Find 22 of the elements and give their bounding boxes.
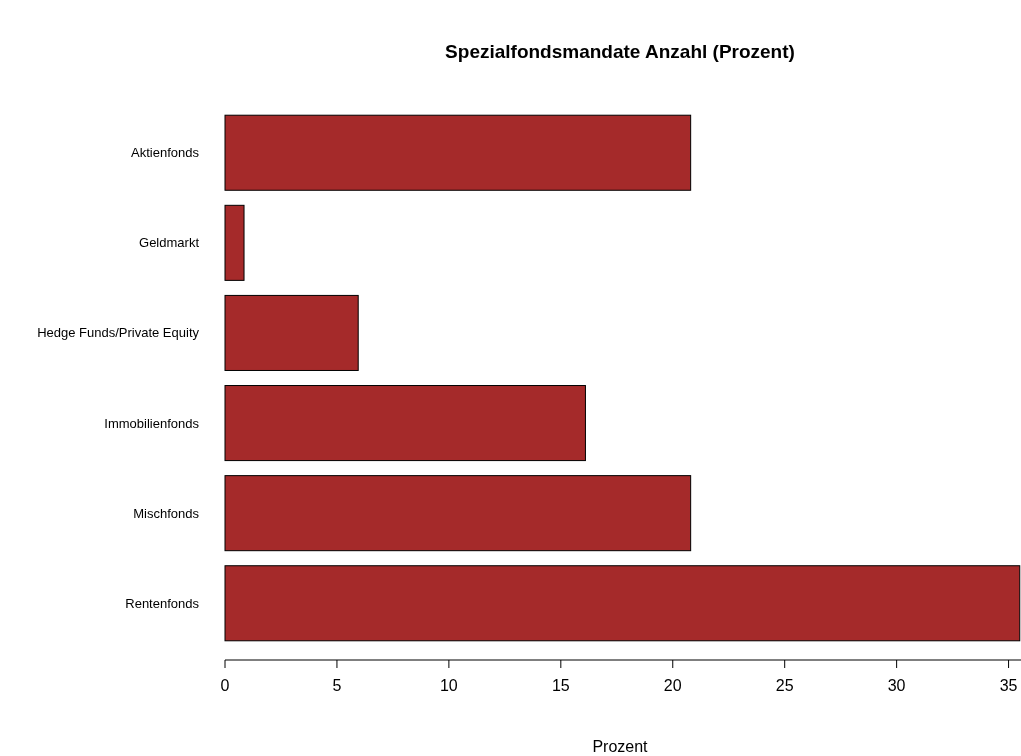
y-tick-label: Mischfonds xyxy=(133,505,200,521)
bar xyxy=(224,204,245,281)
bar xyxy=(224,475,692,552)
y-tick-label: Hedge Funds/Private Equity xyxy=(37,325,200,341)
chart-title: Spezialfondsmandate Anzahl (Prozent) xyxy=(445,41,795,62)
x-tick-label: 15 xyxy=(551,677,570,694)
x-tick-label: 35 xyxy=(999,677,1018,694)
bar xyxy=(224,385,586,462)
x-tick-label: 10 xyxy=(439,677,458,694)
x-tick-label: 5 xyxy=(332,677,342,694)
y-tick-label: Rentenfonds xyxy=(125,595,200,611)
y-tick-label: Geldmarkt xyxy=(139,235,200,251)
bar xyxy=(224,294,359,371)
bar xyxy=(224,114,692,191)
x-tick-label: 30 xyxy=(887,677,906,694)
x-tick-label: 20 xyxy=(663,677,682,694)
bar xyxy=(224,565,1021,642)
x-tick-label: 25 xyxy=(775,677,794,694)
x-axis-title: Prozent xyxy=(592,738,649,755)
y-tick-label: Immobilienfonds xyxy=(104,415,200,431)
x-tick-label: 0 xyxy=(220,677,230,694)
y-tick-label: Aktienfonds xyxy=(131,145,200,161)
